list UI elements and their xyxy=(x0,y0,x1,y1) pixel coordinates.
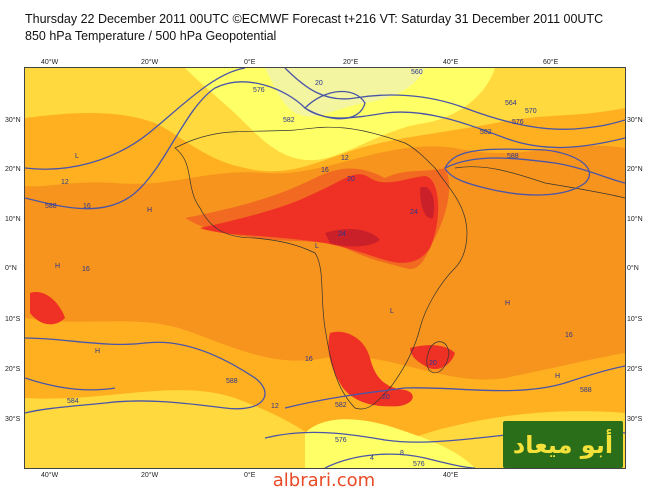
contour-loop-east xyxy=(444,148,591,196)
pressure-mark: H xyxy=(55,263,60,270)
contour-label: 582 xyxy=(335,402,347,409)
title-line-2: 850 hPa Temperature / 500 hPa Geopotenti… xyxy=(25,29,277,43)
contour-line xyxy=(444,157,625,184)
temp-label: 16 xyxy=(83,203,91,210)
temp-label: 8 xyxy=(400,450,404,457)
pressure-marks: H H H L L H L H xyxy=(55,153,560,380)
lon-label: 40°E xyxy=(443,472,459,479)
geopotential-contours xyxy=(25,68,625,468)
temp-label: 4 xyxy=(370,455,374,462)
contour-label: 564 xyxy=(505,100,517,107)
africa-coastline xyxy=(174,126,468,410)
lon-label: 20°W xyxy=(141,59,159,66)
pressure-mark: H xyxy=(555,373,560,380)
contour-low-center xyxy=(303,90,366,120)
watermark-logo: أبو ميعاد xyxy=(503,421,623,468)
very-hot-west xyxy=(30,292,65,325)
lat-label: 30°S xyxy=(5,416,21,423)
temp-label: 20 xyxy=(429,360,437,367)
lat-label: 20°N xyxy=(627,166,643,173)
contour-label: 582 xyxy=(480,129,492,136)
lat-label: 20°S xyxy=(627,366,643,373)
hottest-core xyxy=(325,228,380,247)
pressure-mark: L xyxy=(75,153,79,160)
contour-line xyxy=(324,453,476,468)
temp-label: 12 xyxy=(341,155,349,162)
lat-label: 10°N xyxy=(627,216,643,223)
lon-label: 40°W xyxy=(41,59,59,66)
temp-label: 16 xyxy=(82,266,90,273)
temp-label: 16 xyxy=(565,332,573,339)
contour-label: 582 xyxy=(283,117,295,124)
temp-label: 24 xyxy=(338,231,346,238)
lat-label: 20°S xyxy=(5,366,21,373)
arabia-coastline xyxy=(454,166,625,199)
temp-label: 20 xyxy=(382,394,390,401)
forecast-map: 560 564 570 576 582 588 588 582 576 576 … xyxy=(24,67,626,469)
temp-label: 16 xyxy=(321,167,329,174)
contour-label: 576 xyxy=(335,437,347,444)
lat-label: 0°N xyxy=(627,265,639,272)
madagascar-coastline xyxy=(426,341,450,374)
contour-label: 576 xyxy=(253,87,265,94)
contour-label: 588 xyxy=(507,153,519,160)
temp-label: 16 xyxy=(305,356,313,363)
lon-label: 40°E xyxy=(443,59,459,66)
pressure-mark: L xyxy=(315,243,319,250)
hottest-core-east xyxy=(420,187,435,219)
contour-line xyxy=(25,337,266,414)
contour-label: 576 xyxy=(413,461,425,468)
contour-label: 584 xyxy=(67,398,79,405)
temp-label: 24 xyxy=(410,209,418,216)
pressure-mark: H xyxy=(505,300,510,307)
lon-label: 0°E xyxy=(244,472,256,479)
map-title: Thursday 22 December 2011 00UTC ©ECMWF F… xyxy=(25,11,603,45)
contour-label: 560 xyxy=(411,69,423,76)
contour-label: 576 xyxy=(512,119,524,126)
very-hot-madagascar xyxy=(410,345,455,370)
title-line-1: Thursday 22 December 2011 00UTC ©ECMWF F… xyxy=(25,12,604,26)
lon-label: 60°E xyxy=(543,59,559,66)
lon-label: 20°W xyxy=(141,472,159,479)
lat-label: 30°N xyxy=(627,117,643,124)
pressure-mark: H xyxy=(95,348,100,355)
lon-label: 0°E xyxy=(244,59,256,66)
pressure-mark: L xyxy=(390,308,394,315)
very-hot-south xyxy=(328,331,413,407)
cool-south-band xyxy=(25,390,625,468)
lat-label: 10°S xyxy=(627,316,643,323)
lon-label: 40°W xyxy=(41,472,59,479)
contour-line xyxy=(284,68,625,130)
lat-label: 30°N xyxy=(5,117,21,124)
contour-labels: 560 564 570 576 582 588 588 582 576 576 … xyxy=(45,69,592,468)
contour-line xyxy=(25,68,246,170)
cold-south-patch xyxy=(305,419,475,468)
temp-label: 20 xyxy=(347,176,355,183)
contour-label: 588 xyxy=(226,378,238,385)
temp-label: 20 xyxy=(315,80,323,87)
temperature-field: 560 564 570 576 582 588 588 582 576 576 … xyxy=(25,68,625,468)
contour-label: 570 xyxy=(525,108,537,115)
contour-line xyxy=(25,377,116,391)
contour-label: 588 xyxy=(45,203,57,210)
contour-line xyxy=(284,365,625,409)
contour-label: 588 xyxy=(580,387,592,394)
lat-label: 30°S xyxy=(627,416,643,423)
temp-label: 12 xyxy=(271,403,279,410)
lon-label: 20°E xyxy=(343,59,359,66)
lat-label: 20°N xyxy=(5,166,21,173)
pressure-mark: H xyxy=(147,207,152,214)
lat-label: 0°N xyxy=(5,265,17,272)
temperature-labels: 12 16 16 12 20 24 24 16 20 20 16 12 16 2… xyxy=(61,80,573,462)
lat-label: 10°N xyxy=(5,216,21,223)
cold-ridge xyxy=(185,68,495,161)
temp-label: 12 xyxy=(61,179,69,186)
lat-label: 10°S xyxy=(5,316,21,323)
watermark-site: albrari.com xyxy=(272,470,376,491)
